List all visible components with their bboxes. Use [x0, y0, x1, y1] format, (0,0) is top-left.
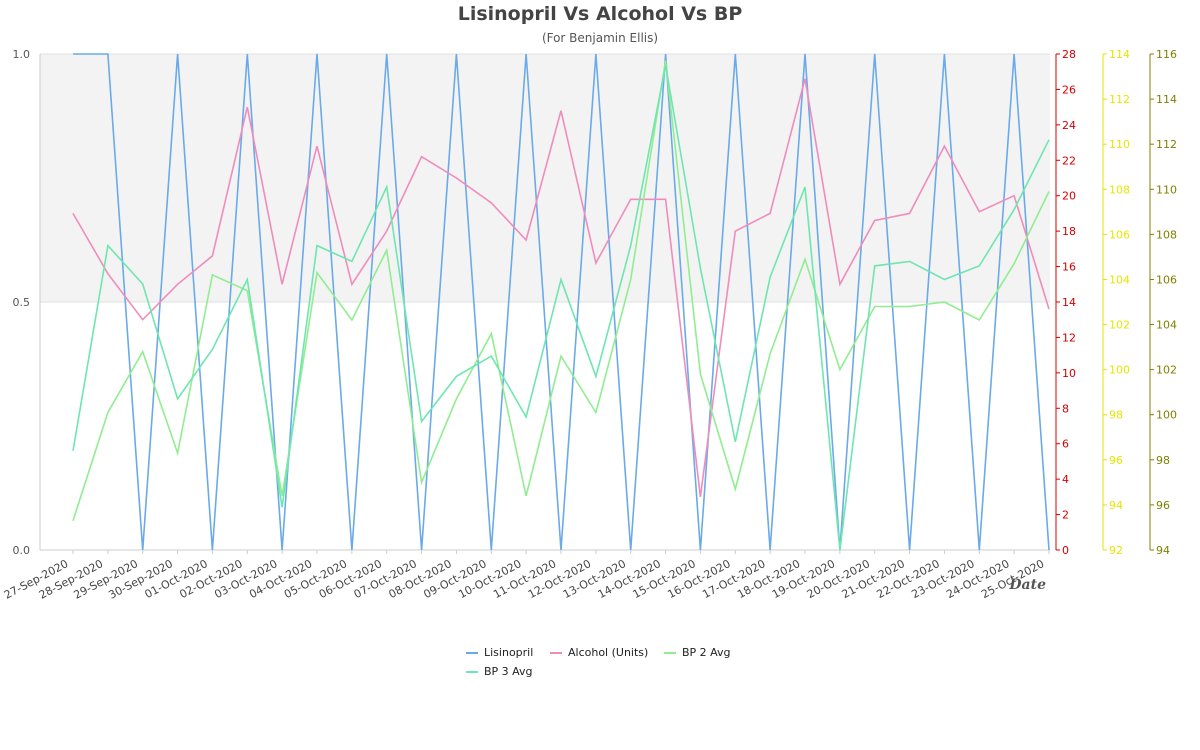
series-line-bp-2-avg — [72, 60, 1050, 521]
legend-item[interactable]: Alcohol (Units) — [550, 646, 648, 659]
legend-label: BP 2 Avg — [682, 646, 731, 659]
legend-swatch — [466, 652, 478, 654]
legend-swatch — [550, 652, 562, 654]
y-axis-y_right1-tick-label: 10 — [1062, 367, 1076, 380]
plot-band-lower — [40, 302, 1050, 550]
y-left-tick-label: 1.0 — [13, 48, 31, 61]
plot-band-upper — [40, 54, 1050, 302]
x-axis-label: Date — [1008, 577, 1046, 593]
y-axis-y_right1-tick-label: 14 — [1062, 296, 1076, 309]
y-left-tick-label: 0.0 — [13, 544, 31, 557]
y-axis-y_right1-tick-label: 12 — [1062, 331, 1076, 344]
y-axis-y_right3-tick-label: 102 — [1156, 364, 1177, 377]
y-axis-y_right2-tick-label: 112 — [1109, 93, 1130, 106]
y-axis-y_right2-tick-label: 92 — [1109, 544, 1123, 557]
series-line-bp-3-avg — [72, 65, 1050, 551]
y-axis-y_right3-tick-label: 98 — [1156, 454, 1170, 467]
y-axis-y_right3-tick-label: 112 — [1156, 138, 1177, 151]
series-line-alcohol-units — [72, 78, 1050, 498]
legend-label: Alcohol (Units) — [568, 646, 649, 659]
y-axis-y_right3-tick-label: 114 — [1156, 93, 1177, 106]
y-axis-y_right1-tick-label: 16 — [1062, 261, 1076, 274]
y-axis-y_right1-tick-label: 18 — [1062, 225, 1076, 238]
legend-item[interactable]: BP 2 Avg — [664, 646, 731, 659]
y-axis-y_right1-tick-label: 20 — [1062, 190, 1076, 203]
y-axis-y_right2-tick-label: 100 — [1109, 364, 1130, 377]
y-axis-y_right1-tick-label: 28 — [1062, 48, 1076, 61]
y-axis-y_right1-tick-label: 22 — [1062, 154, 1076, 167]
y-axis-y_right1-tick-label: 6 — [1062, 438, 1069, 451]
y-axis-y_right1-tick-label: 8 — [1062, 402, 1069, 415]
legend-swatch — [466, 671, 478, 673]
legend-item[interactable]: Lisinopril — [466, 646, 533, 659]
y-axis-y_right2-tick-label: 114 — [1109, 48, 1130, 61]
y-axis-y_right3-tick-label: 116 — [1156, 48, 1177, 61]
y-axis-y_right2-tick-label: 98 — [1109, 409, 1123, 422]
y-axis-y_right2-tick-label: 108 — [1109, 183, 1130, 196]
y-axis-y_right3-tick-label: 94 — [1156, 544, 1170, 557]
y-axis-y_right1-tick-label: 26 — [1062, 83, 1076, 96]
y-left-tick-label: 0.5 — [13, 296, 31, 309]
chart-title: Lisinopril Vs Alcohol Vs BP — [457, 3, 743, 25]
legend-item[interactable]: BP 3 Avg — [466, 665, 533, 678]
y-axis-y_right2-tick-label: 110 — [1109, 138, 1130, 151]
y-axis-y_right1-tick-label: 0 — [1062, 544, 1069, 557]
y-axis-y_right2-tick-label: 106 — [1109, 228, 1130, 241]
y-axis-y_right2-tick-label: 94 — [1109, 499, 1123, 512]
y-axis-y_right3-tick-label: 110 — [1156, 183, 1177, 196]
y-axis-y_right3-tick-label: 108 — [1156, 228, 1177, 241]
legend-swatch — [664, 652, 676, 654]
series-line-lisinopril — [73, 53, 1050, 551]
y-axis-y_right1-tick-label: 2 — [1062, 509, 1069, 522]
y-axis-y_right2-tick-label: 102 — [1109, 319, 1130, 332]
y-axis-y_right3-tick-label: 106 — [1156, 273, 1177, 286]
y-axis-y_right1-tick-label: 24 — [1062, 119, 1076, 132]
y-axis-y_right1-tick-label: 4 — [1062, 473, 1069, 486]
y-axis-y_right3-tick-label: 96 — [1156, 499, 1170, 512]
legend-label: Lisinopril — [484, 646, 534, 659]
y-axis-y_right2-tick-label: 104 — [1109, 273, 1130, 286]
chart-subtitle: (For Benjamin Ellis) — [541, 31, 659, 45]
y-axis-y_right3-tick-label: 104 — [1156, 319, 1177, 332]
legend-label: BP 3 Avg — [484, 665, 533, 678]
y-axis-y_right2-tick-label: 96 — [1109, 454, 1123, 467]
y-axis-y_right3-tick-label: 100 — [1156, 409, 1177, 422]
